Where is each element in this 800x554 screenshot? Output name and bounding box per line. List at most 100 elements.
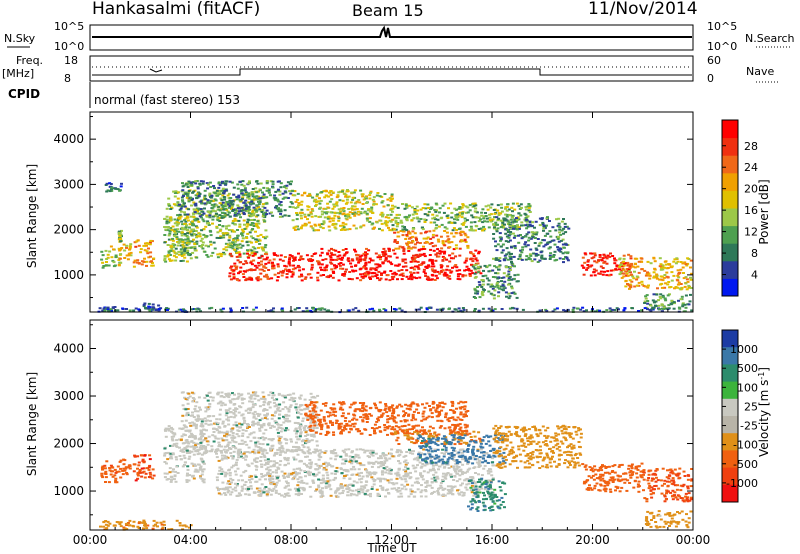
data-cell [236, 239, 240, 242]
data-cell [191, 400, 195, 403]
data-cell [402, 247, 406, 250]
data-cell [324, 258, 328, 261]
data-cell [272, 307, 275, 310]
data-cell [306, 194, 310, 197]
data-cell [312, 229, 316, 232]
data-cell [412, 458, 416, 461]
data-cell [450, 221, 454, 224]
data-cell [335, 201, 339, 204]
data-cell [257, 203, 261, 206]
data-cell [231, 239, 235, 242]
data-cell [679, 261, 683, 263]
data-cell [169, 218, 173, 221]
data-cell [471, 229, 475, 232]
data-cell [549, 256, 553, 259]
data-cell [254, 306, 258, 309]
data-cell [304, 430, 308, 432]
data-cell [180, 190, 184, 193]
data-cell [271, 447, 275, 450]
data-cell [362, 252, 366, 255]
data-cell [290, 440, 293, 443]
data-cell [397, 263, 401, 266]
data-cell [192, 453, 196, 456]
data-cell [261, 215, 265, 218]
data-cell [232, 186, 236, 189]
data-cell [461, 307, 465, 309]
data-cell [473, 229, 477, 232]
data-cell [206, 187, 210, 190]
data-cell [219, 228, 223, 231]
data-cell [513, 218, 517, 221]
data-cell [371, 267, 375, 270]
data-cell [263, 275, 267, 278]
data-cell [292, 392, 296, 395]
data-cell [215, 452, 218, 455]
data-cell [181, 189, 185, 192]
data-cell [481, 229, 484, 232]
data-cell [238, 223, 242, 226]
data-cell [271, 267, 275, 270]
data-cell [374, 252, 378, 255]
data-cell [101, 266, 105, 269]
data-cell [481, 294, 485, 297]
data-cell [505, 295, 508, 298]
cpid-label: CPID [8, 87, 40, 101]
data-cell [105, 258, 109, 260]
data-cell [265, 468, 269, 471]
data-cell [342, 274, 346, 277]
data-cell [605, 262, 609, 265]
data-cell [248, 240, 252, 243]
data-cell [637, 260, 641, 263]
data-cell [241, 180, 245, 183]
data-cell [530, 231, 534, 234]
data-cell [246, 486, 250, 489]
data-cell [358, 255, 362, 258]
data-cell [359, 211, 363, 214]
data-cell [104, 249, 108, 252]
data-cell [257, 195, 261, 198]
data-cell [562, 258, 565, 260]
data-cell [408, 231, 412, 234]
data-cell [447, 275, 451, 278]
data-layer [99, 391, 694, 531]
data-cell [274, 469, 278, 472]
data-cell [277, 210, 281, 213]
data-cell [193, 436, 197, 439]
data-cell [171, 439, 175, 442]
data-region [117, 229, 123, 243]
data-cell [183, 222, 187, 225]
data-cell [192, 213, 196, 216]
data-cell [496, 280, 500, 283]
data-cell [253, 403, 257, 406]
data-cell [203, 189, 207, 192]
data-cell [480, 292, 484, 295]
data-cell [195, 423, 198, 426]
data-cell [281, 408, 285, 411]
data-cell [677, 306, 681, 309]
data-cell [104, 184, 108, 186]
data-cell [369, 210, 373, 213]
data-cell [231, 208, 235, 211]
data-cell [518, 255, 522, 258]
data-cell [300, 449, 304, 452]
data-cell [252, 212, 256, 215]
data-cell [183, 256, 187, 259]
data-cell [202, 478, 206, 481]
data-cell [305, 307, 309, 310]
data-cell [315, 427, 319, 429]
data-cell [291, 256, 295, 259]
data-cell [404, 204, 408, 207]
data-cell [173, 433, 177, 436]
data-cell [183, 446, 187, 449]
data-cell [229, 448, 233, 450]
data-cell [101, 476, 105, 479]
data-cell [415, 212, 419, 215]
data-cell [436, 270, 440, 273]
data-cell [264, 244, 268, 246]
data-cell [259, 278, 263, 281]
data-cell [297, 406, 301, 409]
data-cell [129, 243, 133, 246]
data-cell [513, 245, 517, 248]
data-cell [671, 301, 675, 304]
data-cell [180, 253, 184, 256]
